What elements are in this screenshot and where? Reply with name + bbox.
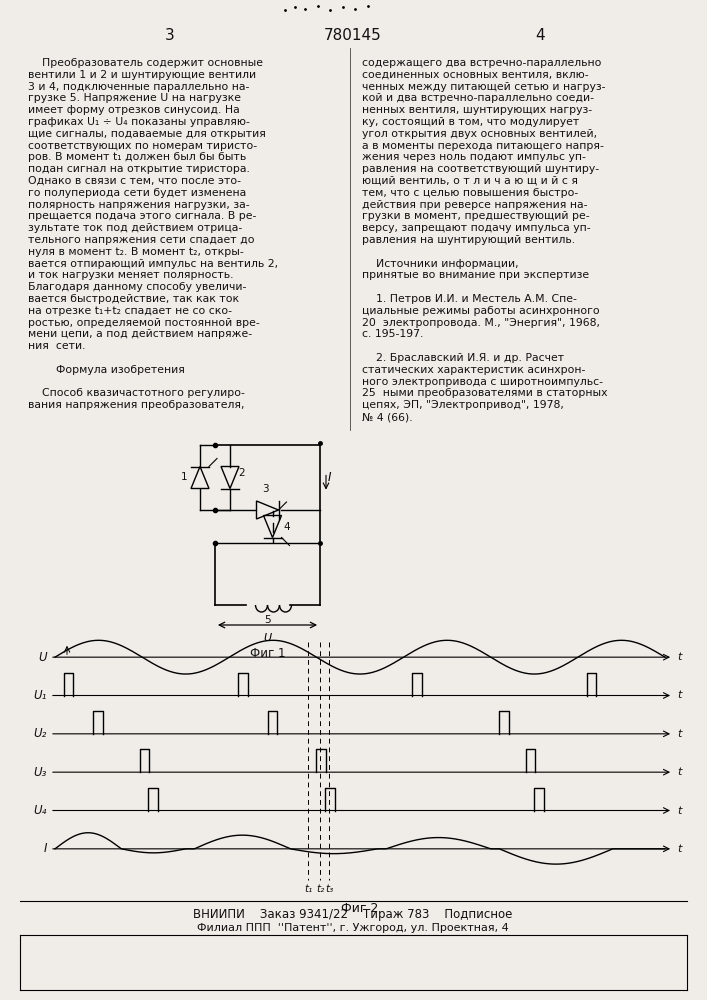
- Text: имеет форму отрезков синусоид. На: имеет форму отрезков синусоид. На: [28, 105, 240, 115]
- Text: 3 и 4, подключенные параллельно на-: 3 и 4, подключенные параллельно на-: [28, 82, 250, 92]
- Text: ров. В момент t₁ должен был бы быть: ров. В момент t₁ должен был бы быть: [28, 152, 246, 162]
- Text: № 4 (66).: № 4 (66).: [362, 412, 413, 422]
- Text: жения через ноль подают импульс уп-: жения через ноль подают импульс уп-: [362, 152, 586, 162]
- Text: 4: 4: [535, 28, 545, 43]
- Text: содержащего два встречно-параллельно: содержащего два встречно-параллельно: [362, 58, 602, 68]
- Text: ющий вентиль, о т л и ч а ю щ и й с я: ющий вентиль, о т л и ч а ю щ и й с я: [362, 176, 578, 186]
- Text: 20  электропровода. М., "Энергия", 1968,: 20 электропровода. М., "Энергия", 1968,: [362, 318, 600, 328]
- Text: мени цепи, а под действием напряже-: мени цепи, а под действием напряже-: [28, 329, 252, 339]
- Text: а в моменты перехода питающего напря-: а в моменты перехода питающего напря-: [362, 141, 604, 151]
- Text: щие сигналы, подаваемые для открытия: щие сигналы, подаваемые для открытия: [28, 129, 266, 139]
- Text: ченных между питающей сетью и нагруз-: ченных между питающей сетью и нагруз-: [362, 82, 605, 92]
- Text: 2: 2: [238, 468, 245, 478]
- Text: U₁: U₁: [34, 689, 47, 702]
- Text: зультате ток под действием отрица-: зультате ток под действием отрица-: [28, 223, 243, 233]
- Text: ненных вентиля, шунтирующих нагруз-: ненных вентиля, шунтирующих нагруз-: [362, 105, 592, 115]
- Text: U: U: [264, 633, 271, 643]
- Text: Источники информации,: Источники информации,: [362, 259, 519, 269]
- Text: графиках U₁ ÷ U₄ показаны управляю-: графиках U₁ ÷ U₄ показаны управляю-: [28, 117, 250, 127]
- Text: 780145: 780145: [324, 28, 382, 43]
- Text: ростью, определяемой постоянной вре-: ростью, определяемой постоянной вре-: [28, 318, 259, 328]
- Text: грузке 5. Напряжение U на нагрузке: грузке 5. Напряжение U на нагрузке: [28, 93, 241, 103]
- Text: ку, состоящий в том, что модулирует: ку, состоящий в том, что модулирует: [362, 117, 579, 127]
- Text: вентили 1 и 2 и шунтирующие вентили: вентили 1 и 2 и шунтирующие вентили: [28, 70, 256, 80]
- Text: равления на шунтирующий вентиль.: равления на шунтирующий вентиль.: [362, 235, 575, 245]
- Text: 3: 3: [165, 28, 175, 43]
- Text: угол открытия двух основных вентилей,: угол открытия двух основных вентилей,: [362, 129, 597, 139]
- Text: U: U: [38, 651, 47, 664]
- Text: нуля в момент t₂. В момент t₂, откры-: нуля в момент t₂. В момент t₂, откры-: [28, 247, 244, 257]
- Text: t: t: [677, 729, 682, 739]
- Text: Фиг 1: Фиг 1: [250, 647, 285, 660]
- Text: принятые во внимание при экспертизе: принятые во внимание при экспертизе: [362, 270, 589, 280]
- Text: действия при реверсе напряжения на-: действия при реверсе напряжения на-: [362, 200, 588, 210]
- Text: t: t: [677, 652, 682, 662]
- Text: U₄: U₄: [34, 804, 47, 817]
- Text: U₂: U₂: [34, 727, 47, 740]
- Text: Формула изобретения: Формула изобретения: [28, 365, 185, 375]
- Text: 3: 3: [262, 484, 269, 494]
- Text: 4: 4: [284, 522, 290, 532]
- Text: тем, что с целью повышения быстро-: тем, что с целью повышения быстро-: [362, 188, 578, 198]
- Text: с. 195-197.: с. 195-197.: [362, 329, 423, 339]
- Text: t₁: t₁: [304, 884, 312, 894]
- Text: тельного напряжения сети спадает до: тельного напряжения сети спадает до: [28, 235, 255, 245]
- Text: на отрезке t₁+t₂ спадает не со ско-: на отрезке t₁+t₂ спадает не со ско-: [28, 306, 232, 316]
- Text: Преобразователь содержит основные: Преобразователь содержит основные: [28, 58, 263, 68]
- Text: соединенных основных вентиля, вклю-: соединенных основных вентиля, вклю-: [362, 70, 589, 80]
- Text: соответствующих по номерам тиристо-: соответствующих по номерам тиристо-: [28, 141, 257, 151]
- Text: статических характеристик асинхрон-: статических характеристик асинхрон-: [362, 365, 585, 375]
- Text: подан сигнал на открытие тиристора.: подан сигнал на открытие тиристора.: [28, 164, 250, 174]
- Text: t₂: t₂: [316, 884, 325, 894]
- Text: Фиг 2: Фиг 2: [341, 902, 379, 915]
- Text: 25  ными преобразователями в статорных: 25 ными преобразователями в статорных: [362, 388, 607, 398]
- Text: I: I: [328, 471, 332, 484]
- Text: Способ квазичастотного регулиро-: Способ квазичастотного регулиро-: [28, 388, 245, 398]
- Text: 1. Петров И.И. и Местель А.М. Спе-: 1. Петров И.И. и Местель А.М. Спе-: [362, 294, 577, 304]
- Text: вания напряжения преобразователя,: вания напряжения преобразователя,: [28, 400, 245, 410]
- Text: t: t: [677, 690, 682, 700]
- Text: t: t: [677, 844, 682, 854]
- Text: Благодаря данному способу увеличи-: Благодаря данному способу увеличи-: [28, 282, 246, 292]
- Text: t: t: [677, 767, 682, 777]
- Text: t: t: [677, 806, 682, 816]
- Text: Филиал ППП  ''Патент'', г. Ужгород, ул. Проектная, 4: Филиал ППП ''Патент'', г. Ужгород, ул. П…: [197, 923, 509, 933]
- Text: 1: 1: [180, 473, 187, 483]
- Text: кой и два встречно-параллельно соеди-: кой и два встречно-параллельно соеди-: [362, 93, 594, 103]
- Text: и ток нагрузки меняет полярность.: и ток нагрузки меняет полярность.: [28, 270, 233, 280]
- Text: равления на соответствующий шунтиру-: равления на соответствующий шунтиру-: [362, 164, 599, 174]
- Text: I: I: [44, 842, 47, 855]
- Text: полярность напряжения нагрузки, за-: полярность напряжения нагрузки, за-: [28, 200, 250, 210]
- Text: го полупериода сети будет изменена: го полупериода сети будет изменена: [28, 188, 246, 198]
- Text: вается быстродействие, так как ток: вается быстродействие, так как ток: [28, 294, 239, 304]
- Text: t₃: t₃: [325, 884, 333, 894]
- Text: ния  сети.: ния сети.: [28, 341, 86, 351]
- Text: U₃: U₃: [34, 766, 47, 779]
- Text: грузки в момент, предшествующий ре-: грузки в момент, предшествующий ре-: [362, 211, 590, 221]
- Text: вается отпирающий импульс на вентиль 2,: вается отпирающий импульс на вентиль 2,: [28, 259, 278, 269]
- Text: Однако в связи с тем, что после это-: Однако в связи с тем, что после это-: [28, 176, 241, 186]
- Text: ного электропривода с широтноимпульс-: ного электропривода с широтноимпульс-: [362, 377, 603, 387]
- Text: 2. Браславский И.Я. и др. Расчет: 2. Браславский И.Я. и др. Расчет: [362, 353, 564, 363]
- Text: ВНИИПИ    Заказ 9341/22    Тираж 783    Подписное: ВНИИПИ Заказ 9341/22 Тираж 783 Подписное: [193, 908, 513, 921]
- Text: 5: 5: [264, 615, 271, 625]
- Text: циальные режимы работы асинхронного: циальные режимы работы асинхронного: [362, 306, 600, 316]
- Text: прещается подача этого сигнала. В ре-: прещается подача этого сигнала. В ре-: [28, 211, 257, 221]
- Text: цепях, ЭП, "Электропривод", 1978,: цепях, ЭП, "Электропривод", 1978,: [362, 400, 564, 410]
- Text: версу, запрещают подачу импульса уп-: версу, запрещают подачу импульса уп-: [362, 223, 590, 233]
